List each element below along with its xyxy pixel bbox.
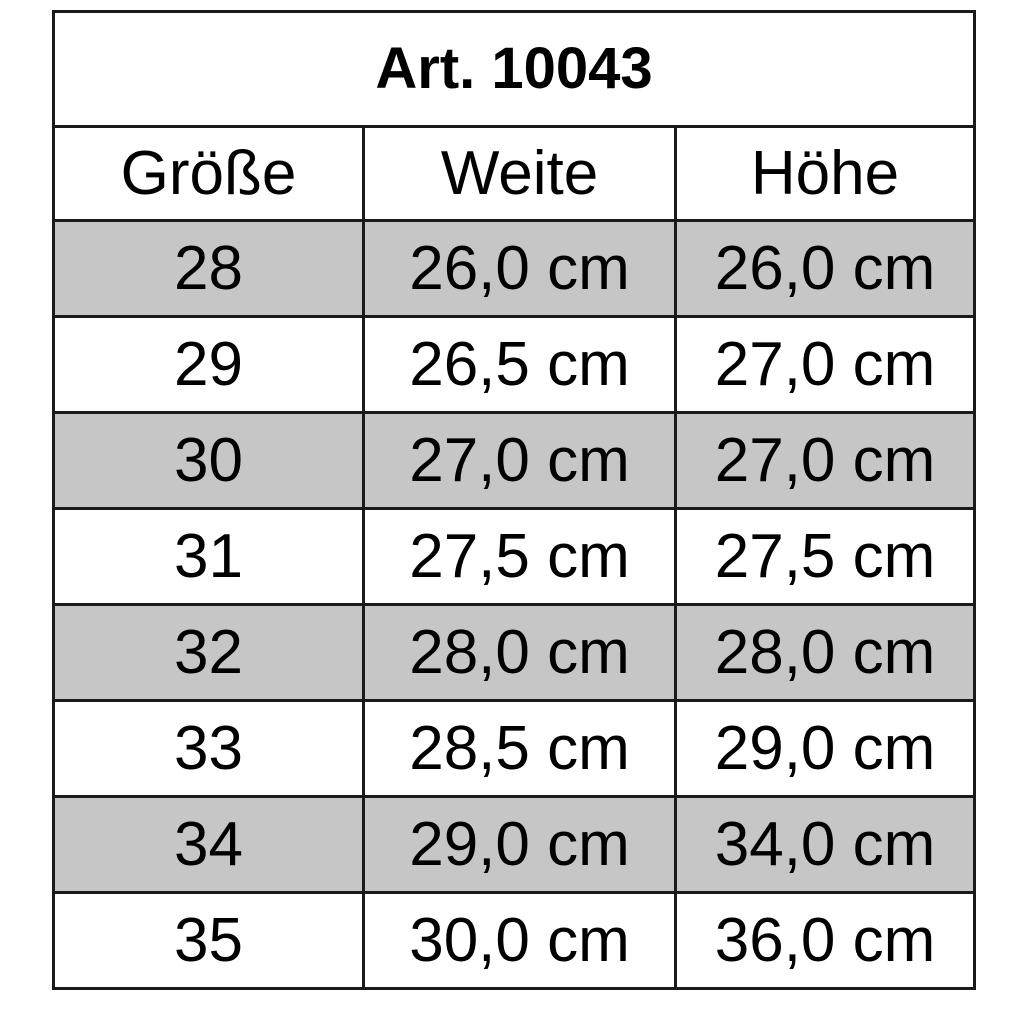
header-row: Größe Weite Höhe xyxy=(52,125,977,222)
cell-width: 28,0 cm xyxy=(362,603,677,702)
size-table: Art. 10043 Größe Weite Höhe 28 26,0 cm 2… xyxy=(51,10,977,990)
cell-size: 31 xyxy=(52,507,365,606)
cell-size: 32 xyxy=(52,603,365,702)
cell-width: 26,0 cm xyxy=(362,219,677,318)
table-row: 29 26,5 cm 27,0 cm xyxy=(52,315,977,414)
cell-height: 27,0 cm xyxy=(673,411,977,510)
cell-width: 29,0 cm xyxy=(362,795,677,894)
cell-height: 27,5 cm xyxy=(673,507,977,606)
header-size: Größe xyxy=(52,125,365,222)
cell-size: 30 xyxy=(52,411,365,510)
table-row: 34 29,0 cm 34,0 cm xyxy=(52,795,977,894)
table-row: 28 26,0 cm 26,0 cm xyxy=(52,219,977,318)
cell-size: 33 xyxy=(52,699,365,798)
cell-width: 30,0 cm xyxy=(362,891,677,990)
table-row: 30 27,0 cm 27,0 cm xyxy=(52,411,977,510)
header-height: Höhe xyxy=(673,125,977,222)
cell-width: 27,0 cm xyxy=(362,411,677,510)
table-title: Art. 10043 xyxy=(51,10,977,128)
table-row: 31 27,5 cm 27,5 cm xyxy=(52,507,977,606)
cell-size: 29 xyxy=(52,315,365,414)
table-row: 35 30,0 cm 36,0 cm xyxy=(52,891,977,990)
cell-height: 27,0 cm xyxy=(673,315,977,414)
cell-width: 26,5 cm xyxy=(362,315,677,414)
cell-height: 29,0 cm xyxy=(673,699,977,798)
cell-height: 28,0 cm xyxy=(673,603,977,702)
table-row: 32 28,0 cm 28,0 cm xyxy=(52,603,977,702)
cell-height: 36,0 cm xyxy=(673,891,977,990)
cell-size: 34 xyxy=(52,795,365,894)
table-row: 33 28,5 cm 29,0 cm xyxy=(52,699,977,798)
cell-height: 34,0 cm xyxy=(673,795,977,894)
cell-width: 27,5 cm xyxy=(362,507,677,606)
header-width: Weite xyxy=(362,125,677,222)
cell-size: 35 xyxy=(52,891,365,990)
title-row: Art. 10043 xyxy=(51,10,977,128)
cell-height: 26,0 cm xyxy=(673,219,977,318)
cell-size: 28 xyxy=(52,219,365,318)
cell-width: 28,5 cm xyxy=(362,699,677,798)
